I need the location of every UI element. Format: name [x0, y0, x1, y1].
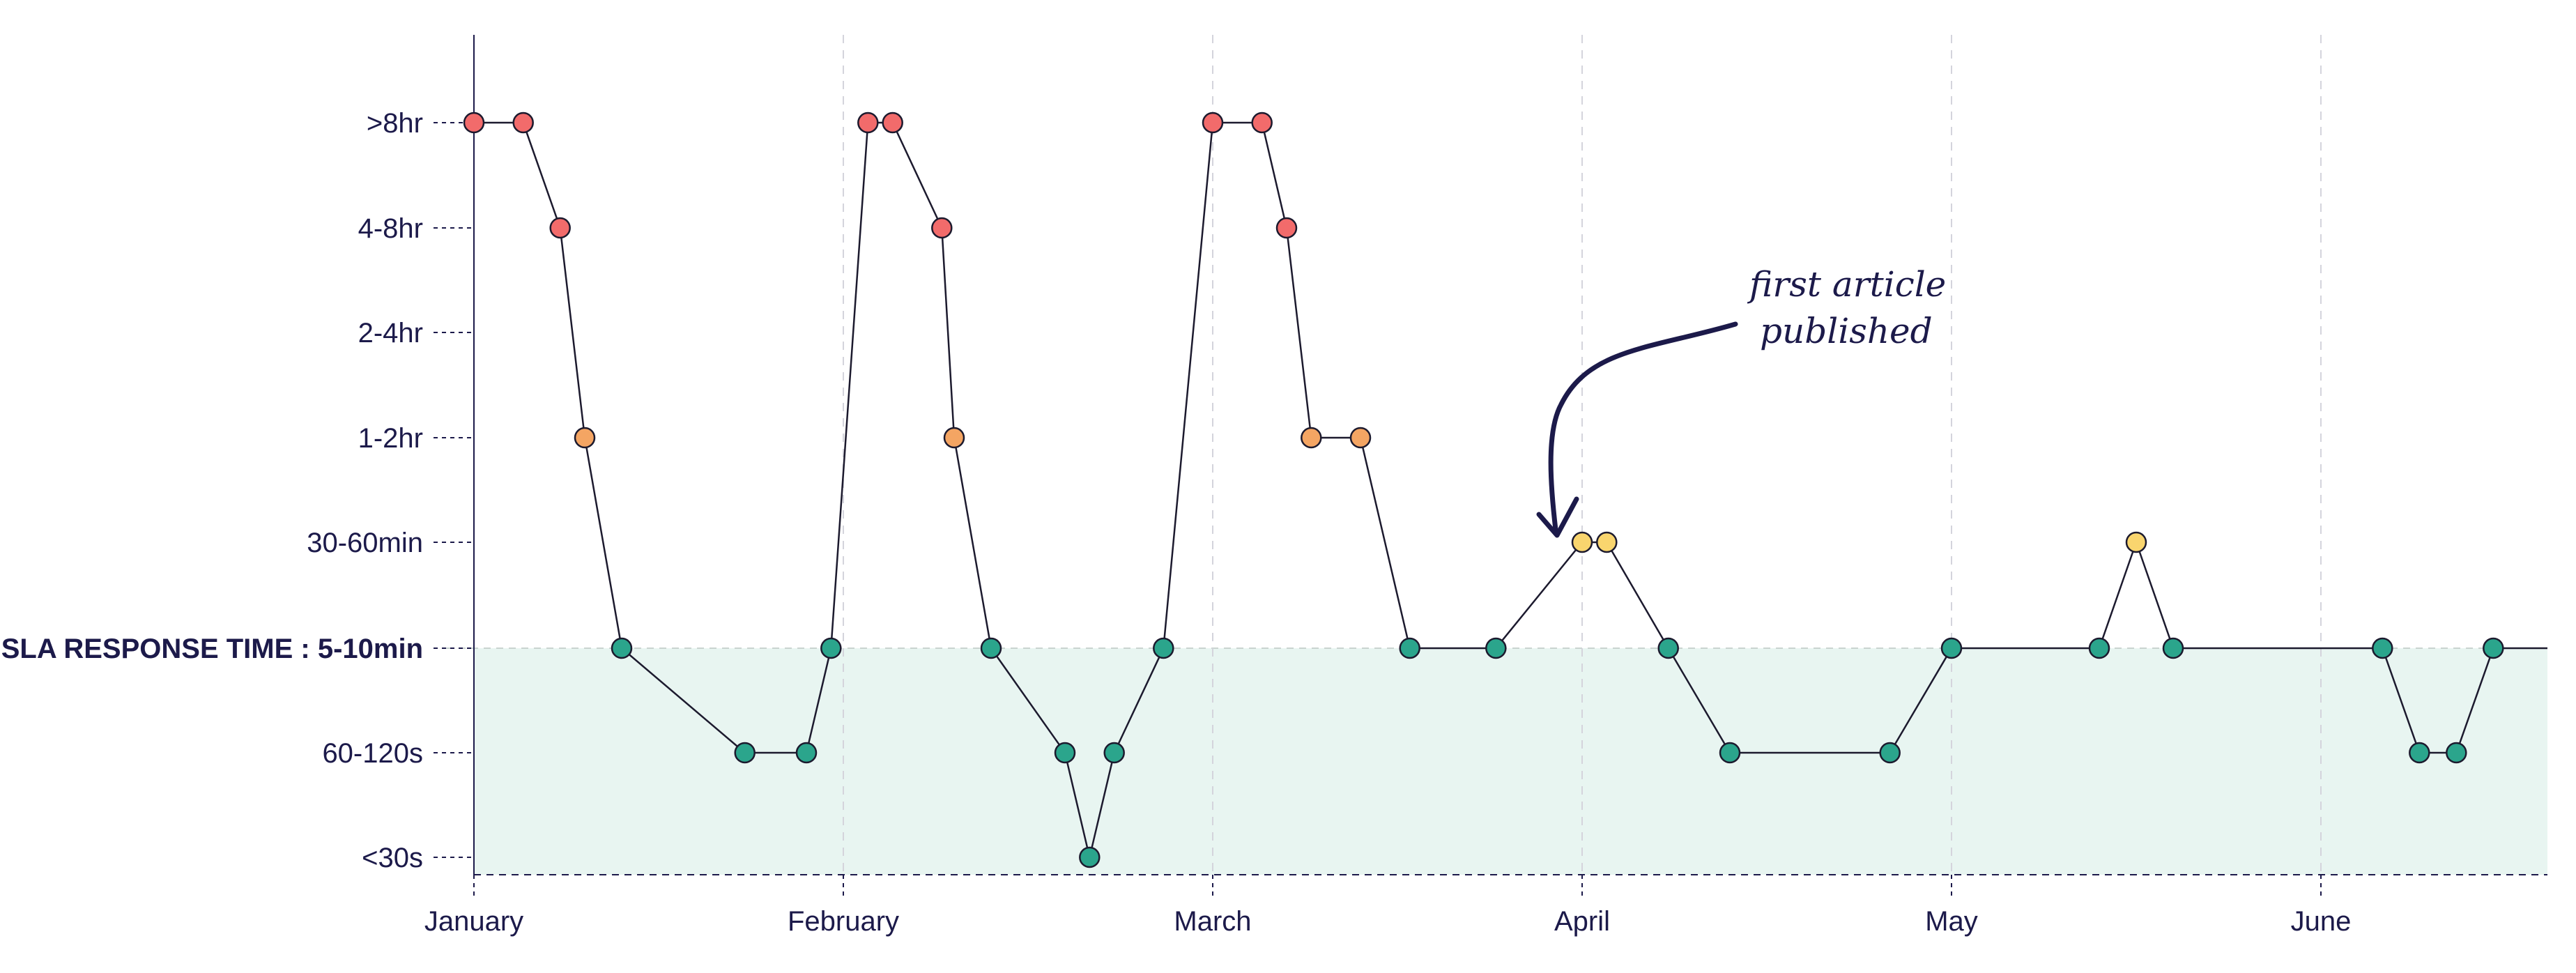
data-point	[463, 112, 485, 134]
annotation-text-line1: first article	[1747, 264, 1946, 305]
data-point	[1153, 637, 1174, 659]
data-point	[820, 637, 842, 659]
y-tick-label: 30-60min	[307, 528, 423, 558]
data-point	[1657, 637, 1679, 659]
data-point	[943, 427, 965, 449]
annotation-arrowhead	[1536, 496, 1579, 538]
y-tick-label: 60-120s	[322, 738, 423, 769]
data-point	[882, 112, 903, 134]
data-point	[734, 742, 756, 764]
x-tick-label-january: January	[424, 906, 523, 937]
data-point	[1349, 427, 1372, 449]
data-point	[1879, 742, 1901, 764]
data-point	[980, 637, 1002, 659]
data-point	[2088, 637, 2110, 659]
data-point	[1940, 637, 1963, 659]
annotation: first article published	[1536, 264, 1946, 538]
data-point	[2483, 637, 2504, 659]
x-tick-label-april: April	[1554, 906, 1610, 937]
annotation-arrow	[1548, 321, 1738, 533]
data-point	[2162, 637, 2184, 659]
data-point	[2372, 637, 2393, 659]
data-point	[857, 112, 879, 134]
data-point	[1571, 531, 1593, 553]
y-tick-label: <30s	[362, 843, 423, 873]
data-point	[1251, 112, 1273, 134]
data-point	[574, 427, 596, 449]
data-point	[1054, 742, 1076, 764]
data-point	[1596, 531, 1618, 553]
x-tick-label-may: May	[1925, 906, 1978, 937]
data-point	[1079, 846, 1101, 868]
y-tick-label: 4-8hr	[358, 213, 423, 244]
annotation-text-line2: published	[1760, 311, 1933, 351]
data-point	[512, 112, 534, 134]
data-point	[611, 637, 633, 659]
data-point	[1275, 217, 1298, 239]
data-point	[795, 742, 818, 764]
data-point	[2446, 742, 2467, 764]
data-point	[931, 217, 953, 239]
sla-label: SLA RESPONSE TIME : 5-10min	[1, 634, 423, 664]
data-point	[549, 217, 571, 239]
x-tick-label-march: March	[1174, 906, 1251, 937]
y-tick-label: 2-4hr	[358, 318, 423, 348]
data-point	[2125, 531, 2147, 553]
data-point	[1103, 742, 1125, 764]
data-point	[1301, 427, 1322, 449]
data-point	[1485, 637, 1507, 659]
data-point	[2409, 742, 2430, 764]
sla-band	[474, 648, 2547, 875]
x-tick-label-february: February	[788, 906, 899, 937]
y-tick-label: >8hr	[367, 108, 423, 139]
data-point	[1399, 637, 1420, 659]
data-point	[1719, 742, 1741, 764]
y-tick-label: 1-2hr	[358, 423, 423, 454]
x-tick-label-june: June	[2291, 906, 2352, 937]
series-line	[474, 121, 2547, 858]
data-point	[1202, 112, 1224, 134]
